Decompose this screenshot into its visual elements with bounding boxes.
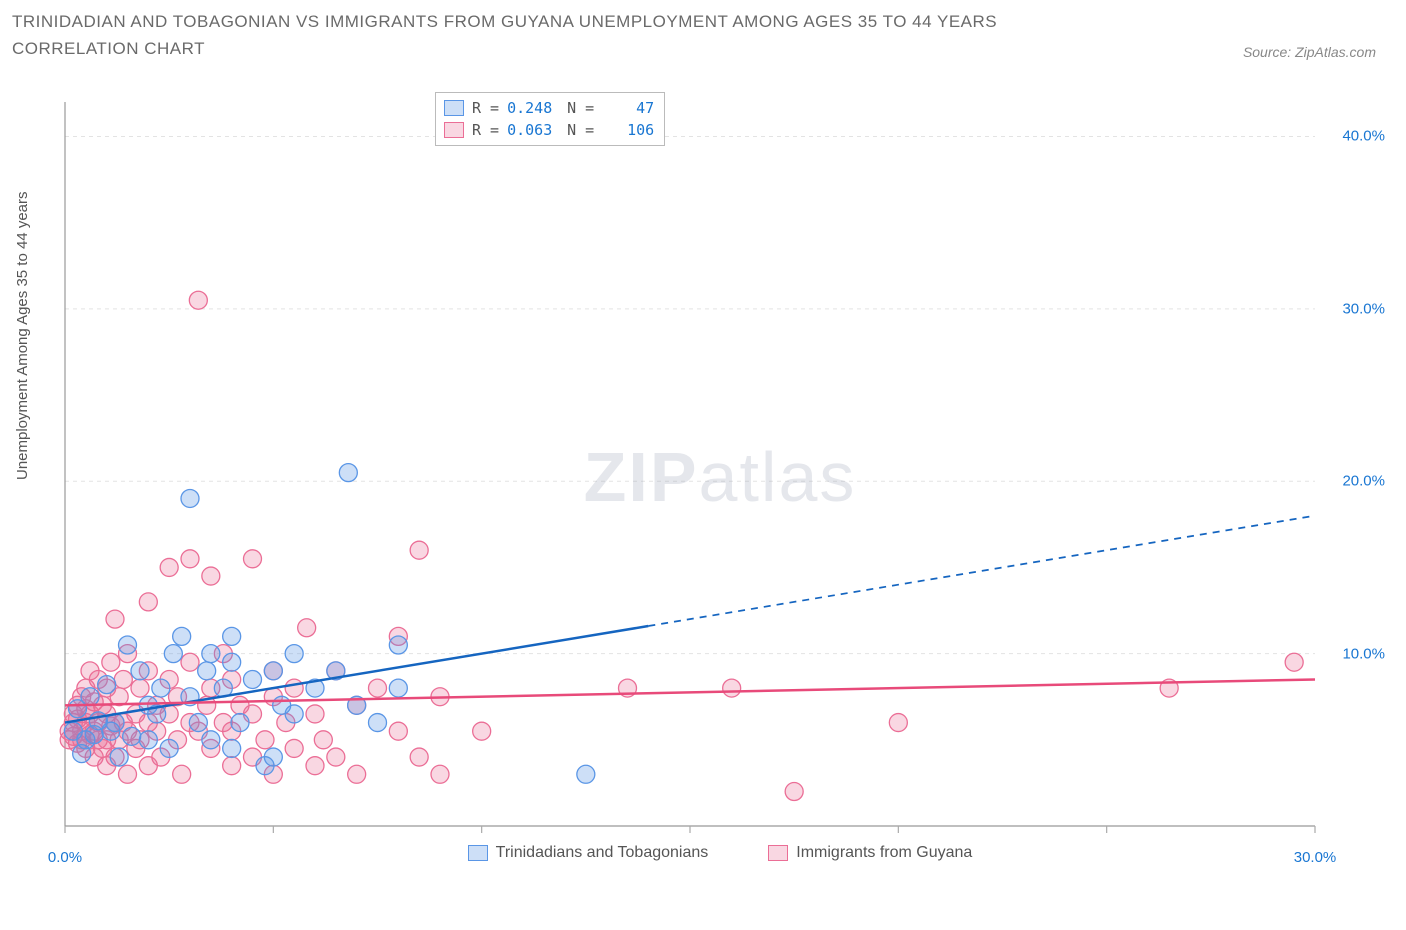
x-tick-label: 30.0% (1294, 849, 1337, 866)
y-tick-label: 20.0% (1342, 473, 1385, 490)
series-legend: Trinidadians and Tobagonians Immigrants … (55, 844, 1385, 862)
legend-label: Trinidadians and Tobagonians (496, 844, 709, 862)
legend-row-series-1: R = 0.063 N = 106 (444, 119, 654, 141)
legend-item-series-0: Trinidadians and Tobagonians (468, 844, 709, 862)
x-tick-label: 0.0% (48, 849, 82, 866)
swatch-series-1 (768, 845, 788, 861)
y-tick-label: 10.0% (1342, 645, 1385, 662)
swatch-series-0 (468, 845, 488, 861)
legend-label: Immigrants from Guyana (796, 844, 972, 862)
source-label: Source: ZipAtlas.com (1243, 44, 1376, 60)
swatch-series-1 (444, 122, 464, 138)
legend-item-series-1: Immigrants from Guyana (768, 844, 972, 862)
plot-area: ZIPatlas R = 0.248 N = 47 R = 0.063 N = … (55, 92, 1385, 862)
legend-row-series-0: R = 0.248 N = 47 (444, 97, 654, 119)
chart-container: TRINIDADIAN AND TOBAGONIAN VS IMMIGRANTS… (0, 0, 1406, 930)
y-axis-label: Unemployment Among Ages 35 to 44 years (14, 191, 31, 480)
chart-title: TRINIDADIAN AND TOBAGONIAN VS IMMIGRANTS… (12, 8, 1112, 62)
swatch-series-0 (444, 100, 464, 116)
y-tick-label: 30.0% (1342, 300, 1385, 317)
y-tick-label: 40.0% (1342, 128, 1385, 145)
title-row: TRINIDADIAN AND TOBAGONIAN VS IMMIGRANTS… (12, 8, 1394, 62)
scatter-plot-svg (55, 92, 1385, 862)
correlation-legend: R = 0.248 N = 47 R = 0.063 N = 106 (435, 92, 665, 146)
